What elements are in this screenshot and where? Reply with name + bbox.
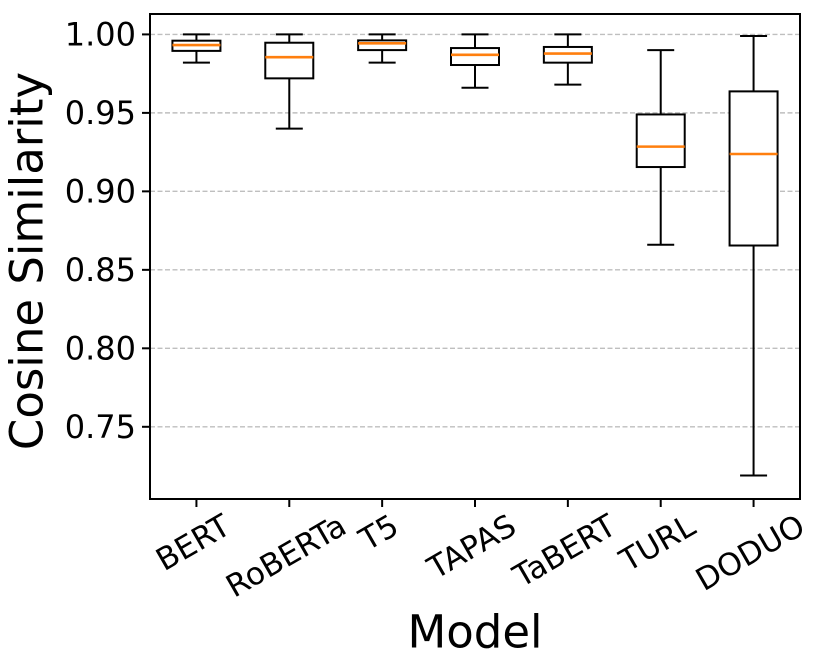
x-tick-label-RoBERTa: RoBERTa — [220, 508, 352, 605]
x-tick-label-TaBERT: TaBERT — [507, 507, 624, 595]
box-TAPAS — [450, 47, 500, 67]
box-TURL — [635, 113, 686, 169]
y-tick-label: 0.85 — [65, 251, 136, 289]
y-axis-title: Cosine Similarity — [0, 71, 54, 451]
box-RoBERTa — [264, 41, 315, 80]
y-tick-label: 1.00 — [65, 15, 136, 53]
y-tick-label: 0.75 — [65, 408, 136, 446]
x-tick-label-BERT: BERT — [150, 507, 237, 578]
x-tick-label-DODUO: DODUO — [690, 508, 811, 599]
box-DODUO — [728, 90, 779, 247]
x-tick-label-T5: T5 — [353, 508, 405, 559]
box-T5 — [357, 39, 408, 52]
x-axis-title: Model — [407, 605, 543, 659]
x-tick-label-TURL: TURL — [613, 507, 702, 579]
x-tick-label-TAPAS: TAPAS — [421, 508, 522, 587]
y-tick-label: 0.95 — [65, 94, 136, 132]
y-tick-label: 0.90 — [65, 172, 136, 210]
y-tick-label: 0.80 — [65, 329, 136, 367]
